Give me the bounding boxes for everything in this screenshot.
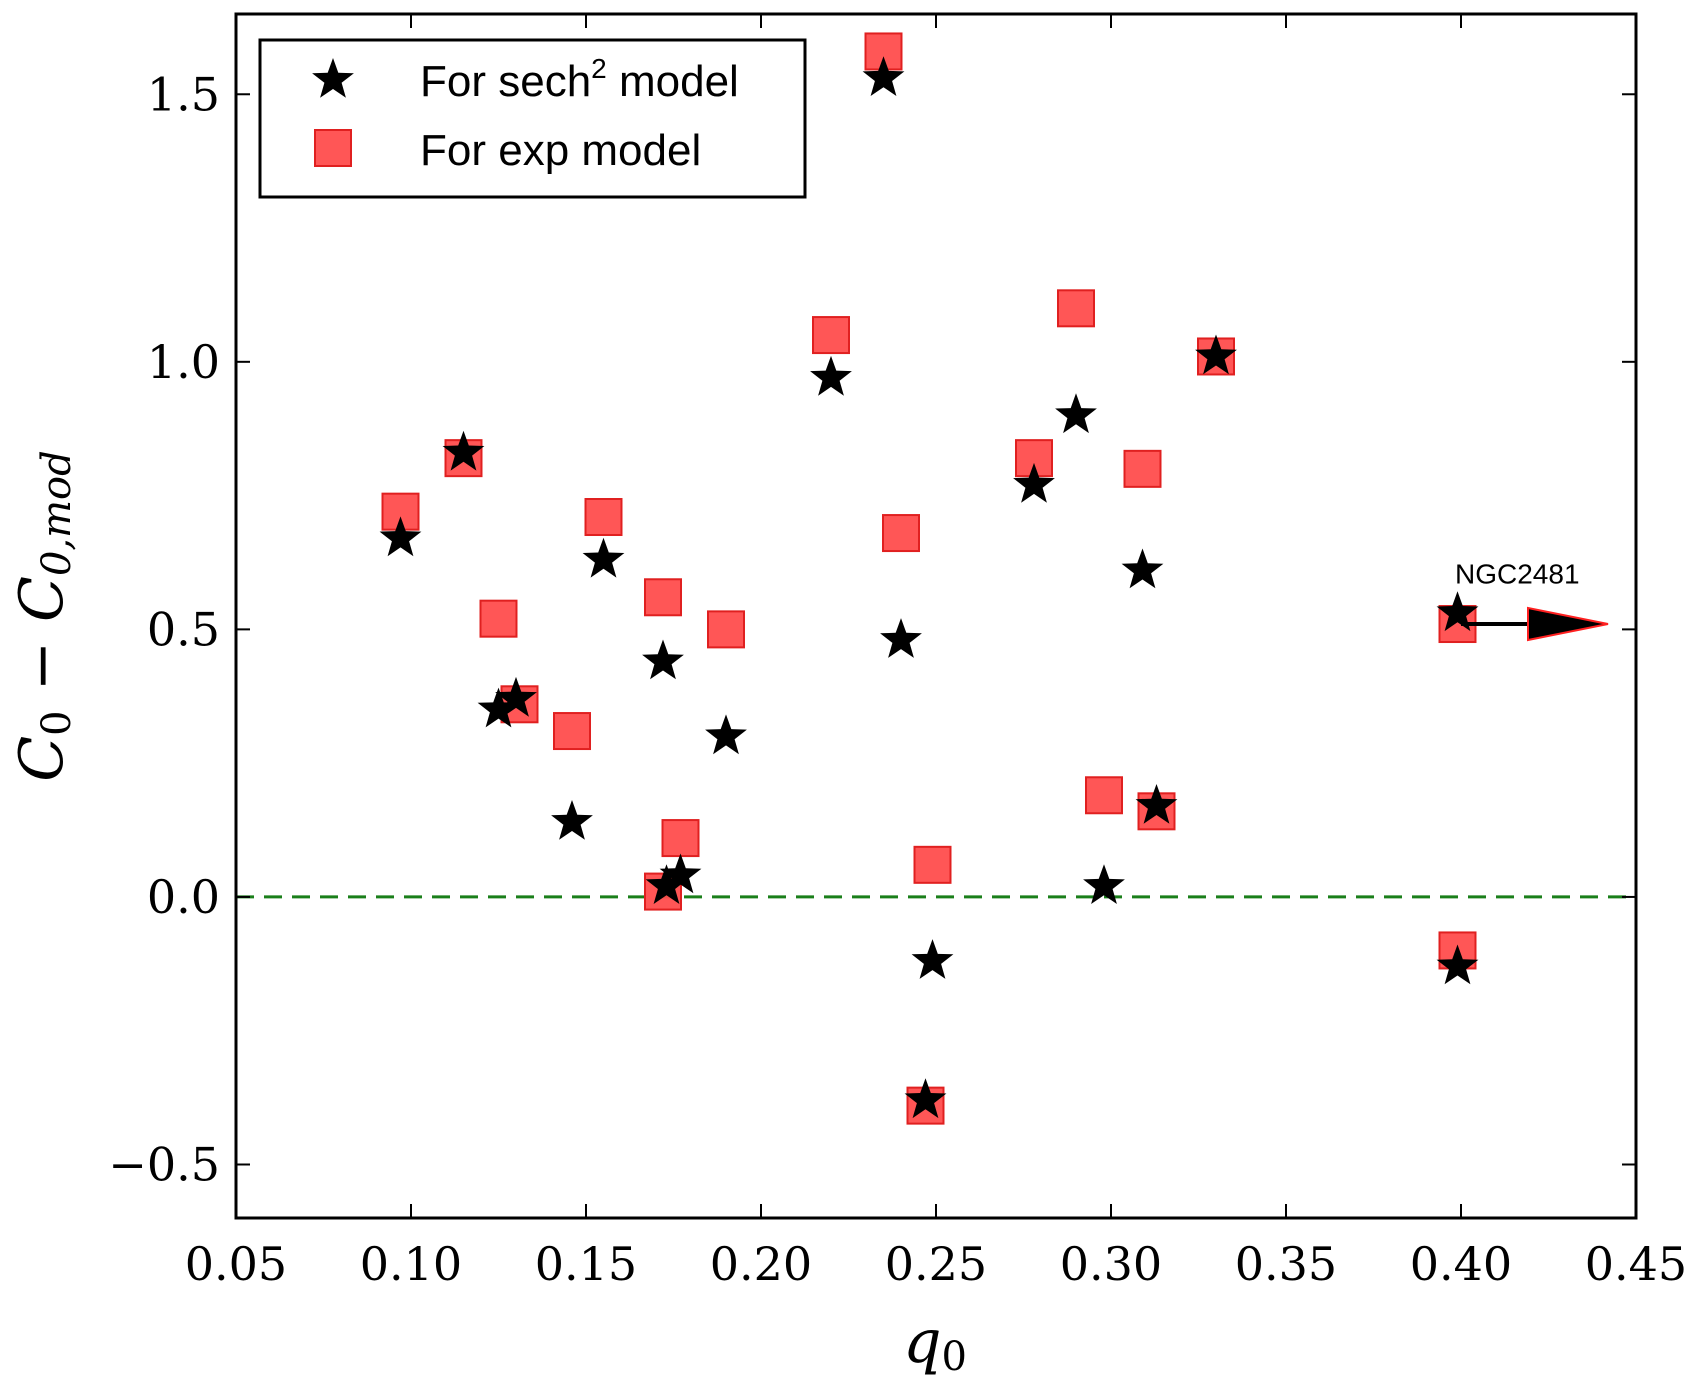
svg-text:q0: q0	[903, 1307, 967, 1380]
star-point	[1013, 462, 1055, 503]
star-point	[379, 516, 422, 557]
y-axis-label: C0 − C0,mod	[7, 450, 80, 782]
star-point	[1121, 548, 1164, 589]
legend-square-icon	[314, 129, 352, 167]
star-point	[582, 537, 625, 578]
x-tick-label: 0.35	[1235, 1237, 1337, 1291]
square-point	[1085, 776, 1123, 815]
x-tick-label: 0.15	[535, 1237, 637, 1291]
star-point	[1436, 944, 1479, 985]
star-point	[862, 56, 905, 96]
series-sech2	[379, 56, 1479, 1119]
star-point	[810, 355, 852, 396]
legend-square-marker	[314, 129, 352, 167]
star-point	[705, 714, 747, 755]
square-point	[553, 712, 591, 751]
legend-label-sech2: For sech2 model	[420, 53, 739, 106]
legend-label-exp: For exp model	[420, 126, 701, 175]
square-point	[1123, 449, 1162, 488]
square-point	[644, 578, 682, 617]
x-tick-label: 0.25	[885, 1237, 987, 1291]
star-point	[659, 853, 702, 894]
x-tick-label: 0.20	[710, 1237, 812, 1291]
square-point	[913, 845, 952, 884]
star-point	[551, 800, 593, 840]
star-point	[1195, 334, 1237, 375]
annotation-arrow-head	[1527, 606, 1609, 642]
star-point	[911, 939, 954, 979]
legend-star-icon	[312, 58, 354, 98]
star-point	[477, 687, 520, 728]
star-point	[1135, 784, 1178, 824]
annotation-ngc2481: NGC2481	[1455, 558, 1580, 589]
legend-box	[258, 38, 807, 199]
x-tick-label: 0.30	[1060, 1237, 1162, 1291]
square-point	[812, 316, 850, 355]
y-tick-label: −0.5	[108, 1137, 220, 1191]
x-tick-label: 0.40	[1410, 1237, 1512, 1291]
square-point	[661, 819, 700, 858]
star-point	[904, 1078, 947, 1119]
star-point	[442, 430, 485, 471]
x-tick-label: 0.05	[185, 1237, 287, 1291]
star-point	[1436, 591, 1479, 632]
square-point	[864, 32, 903, 71]
legend-star-marker	[312, 58, 354, 98]
x-tick-label: 0.10	[360, 1237, 462, 1291]
star-point	[645, 864, 688, 904]
y-tick-label: 1.5	[147, 67, 220, 121]
x-axis-label: q0	[903, 1307, 967, 1380]
square-point	[479, 599, 518, 638]
y-tick-label: 1.0	[147, 335, 220, 389]
x-axis-label-sub: 0	[941, 1334, 966, 1380]
square-point	[707, 610, 745, 649]
square-point	[882, 514, 920, 553]
svg-text:C0 − C0,mod: C0 − C0,mod	[7, 450, 80, 782]
x-tick-label: 0.45	[1585, 1237, 1687, 1291]
square-point	[1057, 289, 1095, 328]
star-point	[495, 676, 537, 717]
x-axis-label-main: q	[903, 1307, 941, 1377]
legend: For sech2 model For exp model	[258, 38, 807, 199]
star-point	[1083, 864, 1125, 904]
square-point	[1015, 439, 1053, 478]
square-point	[584, 498, 623, 537]
star-point	[1055, 393, 1097, 434]
y-tick-label: 0.0	[147, 870, 220, 924]
star-point	[880, 618, 922, 658]
star-point	[642, 639, 684, 680]
y-tick-label: 0.5	[147, 602, 220, 656]
